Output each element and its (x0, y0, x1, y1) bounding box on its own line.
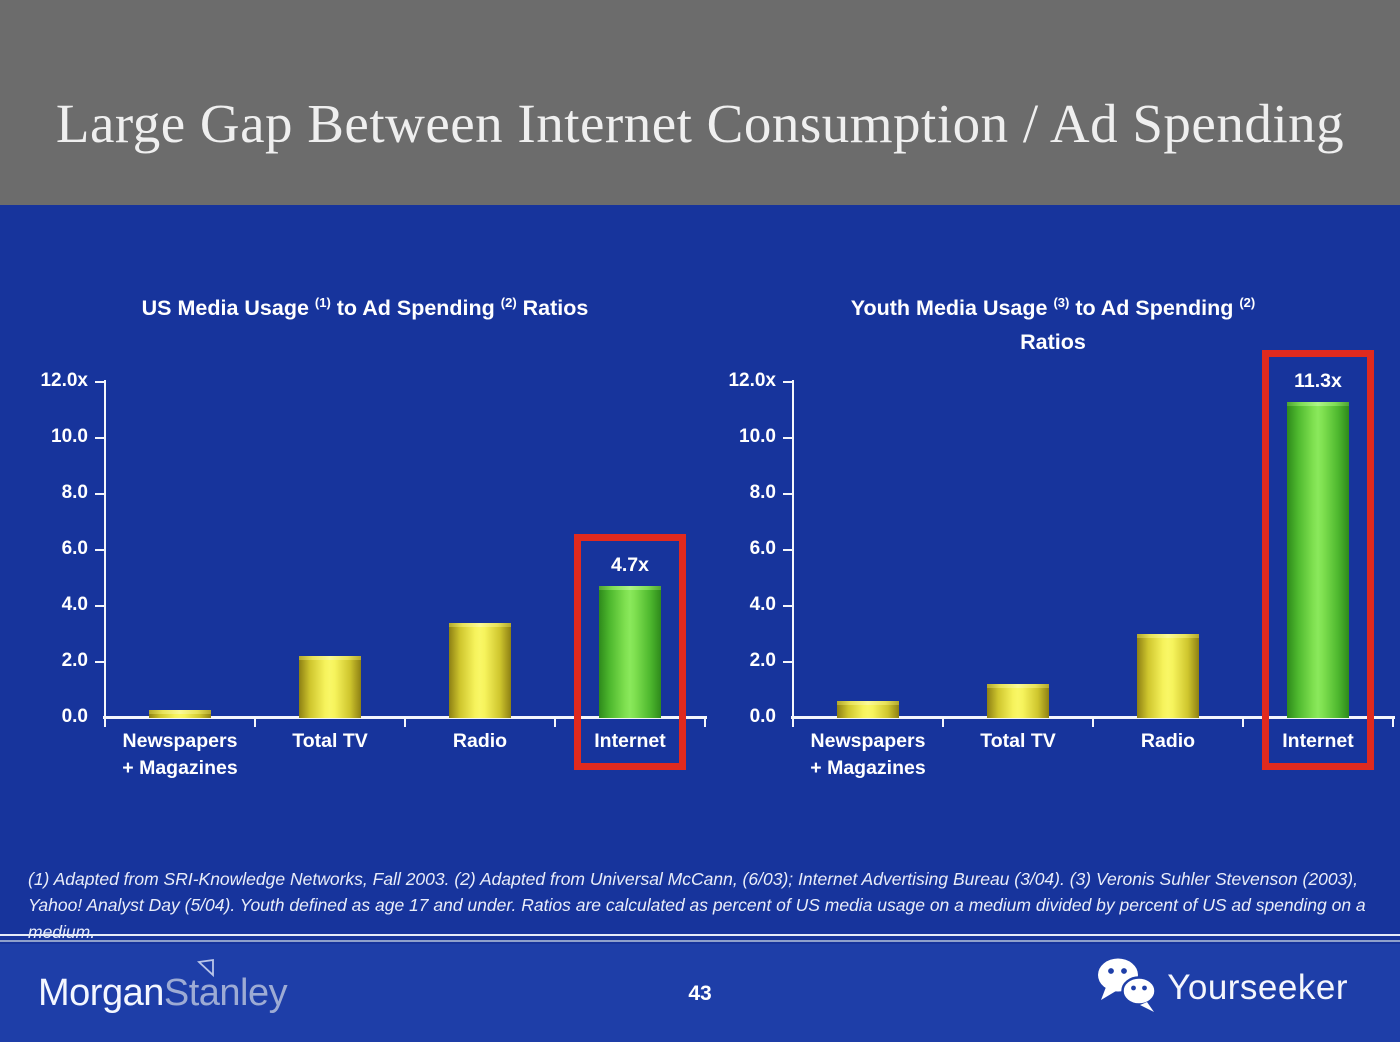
bar (449, 623, 511, 718)
y-axis-label: 2.0 (749, 650, 776, 671)
chart-us-media-usage: US Media Usage (1) to Ad Spending (2) Ra… (30, 270, 720, 810)
partner-logo: Yourseeker (1095, 956, 1348, 1019)
y-axis-label: 4.0 (749, 594, 776, 615)
y-axis-label: 12.0x (728, 370, 776, 391)
y-axis-line (104, 380, 106, 718)
y-axis-line (792, 380, 794, 718)
y-axis-tick (783, 605, 793, 607)
bar (987, 684, 1049, 718)
y-axis-label: 2.0 (61, 650, 88, 671)
y-axis-tick (95, 437, 105, 439)
x-axis-tick (404, 718, 406, 727)
bar (1287, 402, 1349, 718)
y-axis-tick (783, 661, 793, 663)
category-label: Total TV (292, 730, 368, 752)
y-axis-tick (783, 381, 793, 383)
y-axis-label: 12.0x (40, 370, 88, 391)
partner-name: Yourseeker (1167, 967, 1348, 1007)
x-axis-line (103, 716, 707, 719)
wechat-chat-bubbles-icon (1095, 956, 1159, 1019)
x-axis-tick (1092, 718, 1094, 727)
bar-top-highlight (299, 656, 361, 660)
bar (1137, 634, 1199, 718)
x-axis-tick (942, 718, 944, 727)
y-axis-label: 6.0 (749, 538, 776, 559)
y-axis-label: 0.0 (749, 706, 776, 727)
category-label: Radio (452, 730, 508, 752)
page-title: Large Gap Between Internet Consumption /… (55, 93, 1345, 154)
chart-title: US Media Usage (1) to Ad Spending (2) Ra… (141, 295, 589, 321)
y-axis-tick (95, 661, 105, 663)
category-label: Newspapers + Magazines (810, 730, 926, 779)
category-label: Total TV (980, 730, 1056, 752)
slide-header-band: Large Gap Between Internet Consumption /… (0, 0, 1400, 205)
bar-value-label: 4.7x (611, 554, 649, 576)
footnote-text: (1) Adapted from SRI-Knowledge Networks,… (28, 869, 1366, 942)
brand-morgan: Morgan (38, 972, 164, 1014)
y-axis-tick (95, 381, 105, 383)
footer: MorganStanley 43 Yourseeker (0, 944, 1400, 1042)
morgan-stanley-logo: MorganStanley (38, 972, 288, 1015)
x-axis-tick (104, 718, 106, 727)
x-axis-tick (792, 718, 794, 727)
category-label: Newspapers + Magazines (122, 730, 238, 779)
category-label: Internet (1282, 730, 1354, 752)
y-axis-tick (95, 549, 105, 551)
y-axis-label: 10.0 (51, 426, 88, 447)
x-axis-tick (254, 718, 256, 727)
y-axis-label: 8.0 (61, 482, 88, 503)
chart-title: Youth Media Usage (3) to Ad Spending (2)… (850, 295, 1256, 355)
x-axis-tick (1392, 718, 1394, 727)
bar (299, 656, 361, 718)
x-axis-tick (554, 718, 556, 727)
bar-top-highlight (1287, 402, 1349, 406)
bar (599, 586, 661, 718)
bar-top-highlight (987, 684, 1049, 688)
bar-top-highlight (449, 623, 511, 627)
page-number: 43 (688, 982, 712, 1005)
y-axis-tick (783, 437, 793, 439)
bar-top-highlight (149, 710, 211, 714)
y-axis-tick (783, 493, 793, 495)
x-axis-tick (704, 718, 706, 727)
x-axis-tick (1242, 718, 1244, 727)
y-axis-tick (95, 493, 105, 495)
y-axis-label: 6.0 (61, 538, 88, 559)
y-axis-label: 10.0 (739, 426, 776, 447)
bar (149, 710, 211, 718)
category-label: Radio (1140, 730, 1196, 752)
y-axis-tick (95, 605, 105, 607)
y-axis-label: 0.0 (61, 706, 88, 727)
bar-top-highlight (1137, 634, 1199, 638)
bar-top-highlight (599, 586, 661, 590)
y-axis-label: 4.0 (61, 594, 88, 615)
y-axis-label: 8.0 (749, 482, 776, 503)
x-axis-line (791, 716, 1395, 719)
chart-youth-media-usage: Youth Media Usage (3) to Ad Spending (2)… (718, 270, 1400, 810)
bar-top-highlight (837, 701, 899, 705)
highlight-box (1262, 350, 1374, 770)
y-axis-tick (783, 549, 793, 551)
bar (837, 701, 899, 718)
category-label: Internet (594, 730, 666, 752)
morgan-stanley-flag-icon (196, 958, 218, 985)
bar-value-label: 11.3x (1294, 370, 1342, 392)
highlight-box (574, 534, 686, 770)
divider-line-top (0, 934, 1400, 936)
divider-line-bottom (0, 940, 1400, 942)
brand-stanley: Stanley (163, 972, 288, 1014)
